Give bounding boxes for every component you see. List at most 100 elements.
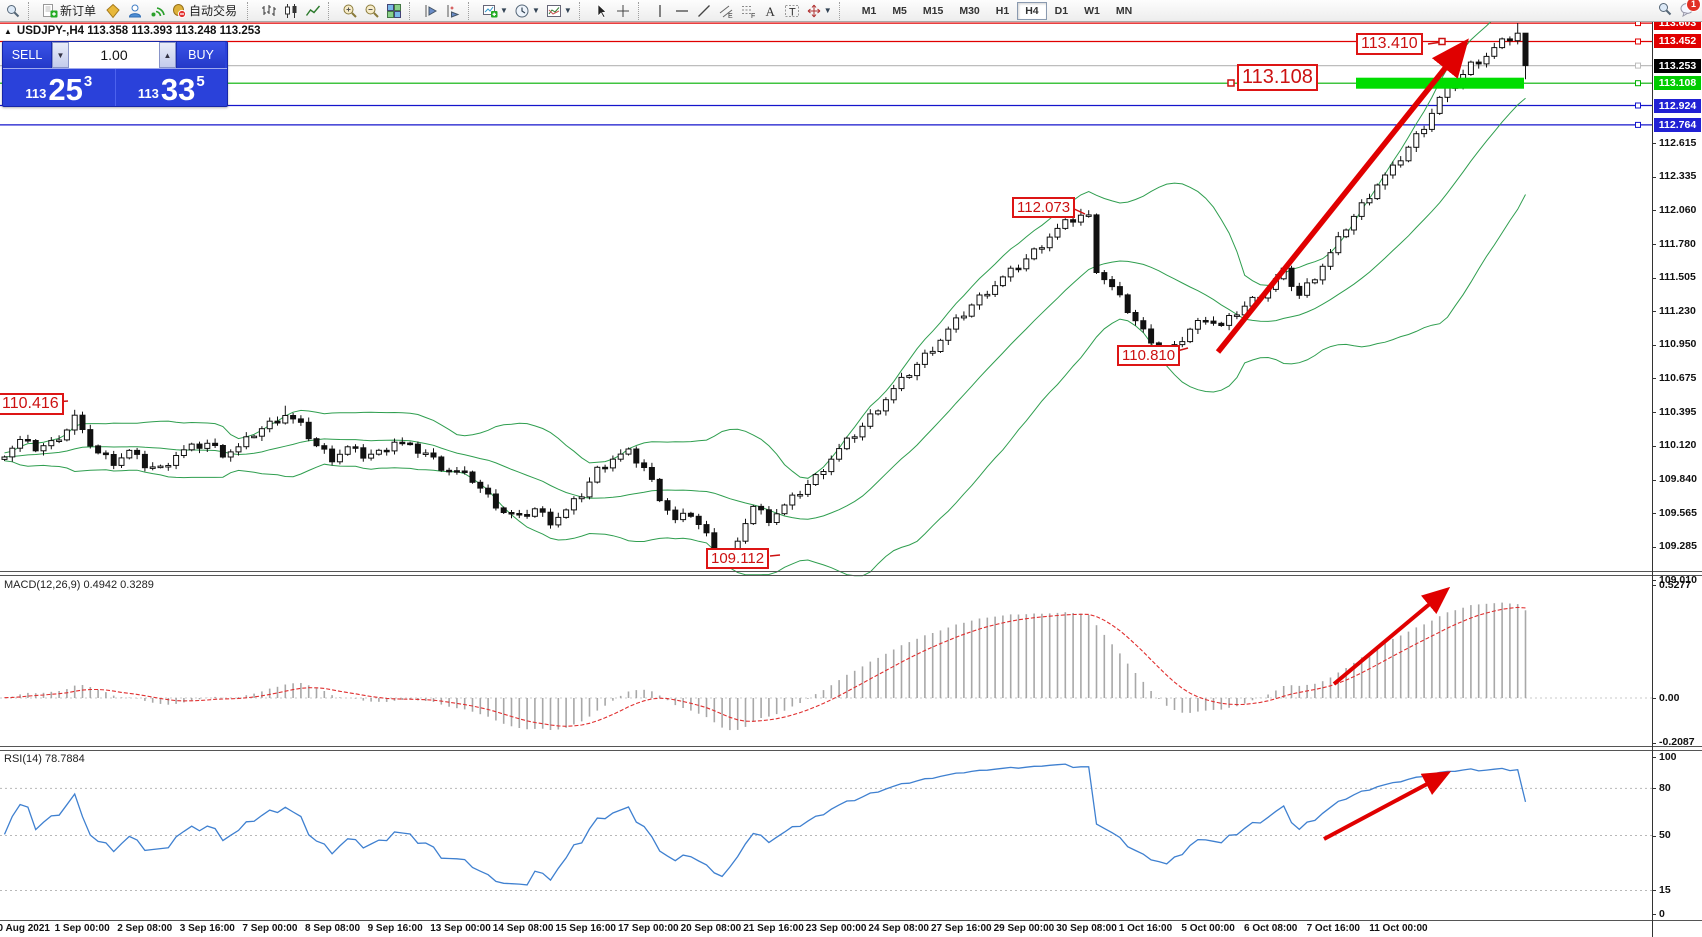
text-label-tool-button[interactable]: T	[781, 1, 803, 21]
tick-mark	[1652, 244, 1656, 246]
mql5-community-button[interactable]	[124, 1, 146, 21]
pane-separator[interactable]	[0, 571, 1702, 572]
shift-icon	[447, 4, 460, 18]
zoom-out-icon	[365, 4, 379, 18]
timeframe-m1-button[interactable]: M1	[854, 2, 885, 20]
pane-separator[interactable]	[0, 920, 1702, 921]
bar-chart-mode-button[interactable]	[258, 1, 280, 21]
tick-mark	[1652, 412, 1656, 414]
price-annotation-113.410[interactable]: 113.410	[1356, 33, 1423, 56]
volume-increase-button[interactable]: ▲	[159, 42, 176, 68]
time-label: 13 Sep 00:00	[430, 923, 491, 934]
tick-mark	[1652, 176, 1656, 178]
tick-mark	[1652, 835, 1656, 837]
time-label: 1 Oct 16:00	[1118, 923, 1173, 934]
price-badge-112.764: 112.764	[1654, 117, 1701, 132]
volume-decrease-button[interactable]: ▼	[52, 42, 69, 68]
dropdown-caret-icon[interactable]: ▼	[531, 6, 540, 15]
sell-button[interactable]: SELL	[3, 42, 52, 68]
notifications-button[interactable]: 1	[1680, 0, 1701, 22]
price-annotation-112.073[interactable]: 112.073	[1012, 197, 1076, 219]
auto-trading-button[interactable]: 自动交易	[168, 1, 243, 21]
arrow-objects-tool-button[interactable]: ▼	[803, 1, 835, 21]
trendline-tool-button[interactable]	[693, 1, 715, 21]
tick-mark	[1652, 788, 1656, 790]
toolbar: 新订单 自动交易 ▼ ▼ ▼ E F A T ▼ M1 M5 M15 M30 H1 H4 D1 W1 MN 1	[0, 0, 1702, 22]
timeframe-m30-button[interactable]: M30	[951, 2, 987, 20]
new-order-icon	[43, 3, 58, 17]
tile-windows-button[interactable]	[383, 1, 405, 21]
auto-scroll-button[interactable]	[420, 1, 442, 21]
price-tick: 109.565	[1659, 506, 1697, 519]
sell-price-point: 3	[83, 73, 93, 90]
pane-separator[interactable]	[0, 575, 1702, 576]
toolbar-separator	[247, 1, 255, 20]
templates-menu-button[interactable]: ▼	[543, 1, 575, 21]
time-label: 8 Sep 08:00	[305, 923, 361, 934]
buy-price-display[interactable]: 113 33 5	[116, 69, 228, 106]
dropdown-caret-icon[interactable]: ▼	[563, 6, 572, 15]
zoom-in-button[interactable]	[339, 1, 361, 21]
rsi-label: RSI(14) 78.7884	[4, 753, 85, 765]
periods-menu-button[interactable]: ▼	[511, 1, 543, 21]
styles-button[interactable]	[102, 1, 124, 21]
autoscroll-icon	[425, 4, 438, 17]
chart-title: ▲ USDJPY-,H4 113.358 113.393 113.248 113…	[4, 25, 261, 37]
pane-separator[interactable]	[0, 746, 1702, 747]
sell-price-display[interactable]: 113 25 3	[3, 69, 116, 106]
time-label: 21 Sep 16:00	[743, 923, 804, 934]
horizontal-line-tool-button[interactable]	[671, 1, 693, 21]
new-order-button[interactable]: 新订单	[39, 1, 102, 21]
macd-label: MACD(12,26,9) 0.4942 0.3289	[4, 579, 154, 591]
volume-input[interactable]	[69, 42, 159, 68]
toolbar-separator	[578, 1, 587, 20]
timeframe-h4-button[interactable]: H4	[1017, 1, 1047, 20]
timeframe-h1-button[interactable]: H1	[988, 2, 1017, 20]
chart-shift-button[interactable]	[442, 1, 464, 21]
price-annotation-110.416[interactable]: 110.416	[0, 393, 64, 416]
search-button[interactable]	[2, 1, 24, 21]
timeframe-mn-button[interactable]: MN	[1108, 2, 1140, 20]
channel-icon: E	[719, 5, 733, 19]
label-icon: T	[784, 4, 799, 18]
new-chart-button[interactable]: ▼	[479, 1, 511, 21]
collapse-triangle-icon[interactable]: ▲	[4, 26, 12, 36]
time-label: 17 Sep 00:00	[618, 923, 679, 934]
quick-search-button[interactable]	[1657, 1, 1673, 22]
toolbar-buttons: 新订单 自动交易 ▼ ▼ ▼ E F A T ▼	[2, 0, 850, 22]
timeframe-m15-button[interactable]: M15	[915, 2, 951, 20]
timeframe-group: M1 M5 M15 M30 H1 H4 D1 W1 MN	[854, 1, 1140, 20]
signals-button[interactable]	[146, 1, 168, 21]
cursor-tool-button[interactable]	[590, 1, 612, 21]
timeframe-m5-button[interactable]: M5	[884, 2, 915, 20]
line-chart-mode-button[interactable]	[302, 1, 324, 21]
crosshair-tool-button[interactable]	[612, 1, 634, 21]
timeframe-d1-button[interactable]: D1	[1047, 2, 1076, 20]
zoom-out-button[interactable]	[361, 1, 383, 21]
dropdown-caret-icon[interactable]: ▼	[823, 6, 832, 15]
buy-button[interactable]: BUY	[176, 42, 225, 68]
equidistant-channel-tool-button[interactable]: E	[715, 1, 737, 21]
price-annotation-109.112[interactable]: 109.112	[706, 548, 770, 570]
dropdown-caret-icon[interactable]: ▼	[500, 6, 508, 15]
toolbar-separator	[468, 1, 476, 20]
tick-mark	[1652, 698, 1656, 699]
price-annotation-110.810[interactable]: 110.810	[1117, 345, 1181, 367]
line-chart-icon	[305, 5, 321, 16]
text-tool-button[interactable]: A	[759, 1, 781, 21]
vertical-line-tool-button[interactable]	[649, 1, 671, 21]
candlestick-mode-button[interactable]	[280, 1, 302, 21]
time-label: 3 Sep 16:00	[179, 923, 235, 934]
sell-price-figure: 113	[25, 86, 47, 101]
new-chart-icon	[483, 4, 498, 17]
autotrade-icon	[173, 3, 187, 18]
fibonacci-tool-button[interactable]: F	[737, 1, 759, 21]
price-annotation-113.108[interactable]: 113.108	[1237, 64, 1318, 91]
price-tick: 111.505	[1659, 271, 1696, 284]
timeframe-w1-button[interactable]: W1	[1076, 2, 1108, 20]
pane-separator[interactable]	[0, 750, 1702, 751]
rsi-tick: 80	[1659, 781, 1671, 794]
